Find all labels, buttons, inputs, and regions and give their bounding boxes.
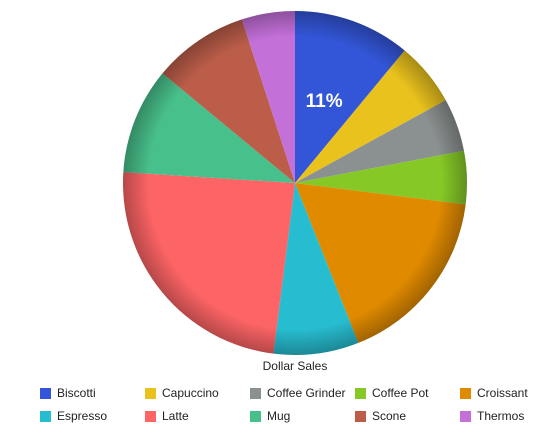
legend-label: Thermos xyxy=(477,409,524,423)
pie-slice xyxy=(123,172,296,354)
legend-swatch xyxy=(145,411,156,422)
value-label: 11% xyxy=(306,91,343,112)
pie: 11% xyxy=(123,11,467,355)
legend-label: Capuccino xyxy=(162,386,219,400)
legend-swatch xyxy=(460,388,471,399)
legend-label: Mug xyxy=(267,409,290,423)
legend-label: Biscotti xyxy=(57,386,96,400)
legend-label: Scone xyxy=(372,409,406,423)
legend-swatch xyxy=(355,388,366,399)
legend-label: Latte xyxy=(162,409,189,423)
legend-swatch xyxy=(355,411,366,422)
legend-swatch xyxy=(460,411,471,422)
legend-swatch xyxy=(250,388,261,399)
legend-label: Coffee Pot xyxy=(372,386,429,400)
legend-swatch xyxy=(145,388,156,399)
legend-label: Croissant xyxy=(477,386,528,400)
chart-title: Dollar Sales xyxy=(263,359,328,373)
legend-swatch xyxy=(40,388,51,399)
legend-swatch xyxy=(40,411,51,422)
legend-label: Coffee Grinder xyxy=(267,386,346,400)
legend-swatch xyxy=(250,411,261,422)
legend: Biscotti Capuccino Coffee Grinder Coffee Po… xyxy=(40,386,528,423)
legend-label: Espresso xyxy=(57,409,107,423)
